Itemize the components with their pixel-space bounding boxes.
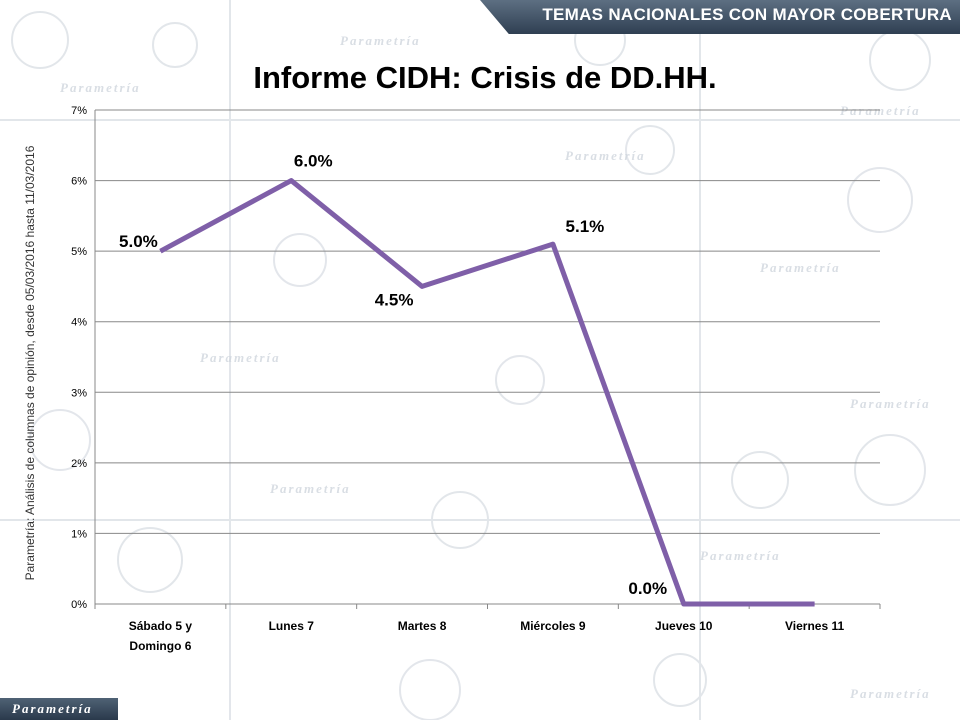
x-category-label: Jueves 10: [655, 619, 713, 633]
y-tick-label: 5%: [71, 246, 87, 258]
data-label: 4.5%: [375, 290, 414, 309]
y-tick-label: 2%: [71, 458, 87, 470]
y-tick-label: 1%: [71, 528, 87, 540]
data-label: 5.1%: [566, 217, 605, 236]
y-tick-label: 7%: [71, 105, 87, 117]
axes: [94, 110, 881, 609]
header-banner: [480, 0, 960, 34]
y-tick-label: 6%: [71, 176, 87, 188]
x-category-label: Sábado 5 y Domingo 6: [129, 619, 193, 653]
data-point: [552, 243, 554, 245]
x-category-labels: Sábado 5 y Domingo 6 Lunes 7 Martes 8 Miérco…: [129, 619, 845, 653]
x-category-label: Viernes 11: [785, 619, 844, 633]
data-point: [290, 180, 292, 182]
grid-lines: [95, 109, 880, 534]
x-category-label: Miércoles 9: [520, 619, 586, 633]
data-point: [683, 603, 685, 605]
y-tick-labels: 0% 1% 2% 3% 4% 5% 6% 7%: [71, 105, 87, 611]
x-category-label: Lunes 7: [269, 619, 315, 633]
x-category-label: Martes 8: [398, 619, 447, 633]
data-point: [421, 285, 423, 287]
banner-title: TEMAS NACIONALES CON MAYOR COBERTURA: [542, 5, 952, 24]
series-line-path: [159, 178, 815, 607]
chart-title: Informe CIDH: Crisis de DD.HH.: [253, 60, 717, 95]
y-tick-label: 4%: [71, 317, 87, 329]
data-labels: 5.0% 6.0% 4.5% 5.1% 0.0%: [119, 152, 667, 598]
parametria-logo: Parametría: [0, 698, 118, 720]
data-point: [159, 250, 161, 252]
data-label: 0.0%: [628, 579, 667, 598]
y-tick-label: 0%: [71, 599, 87, 611]
data-label: 6.0%: [294, 152, 333, 171]
series-line: [159, 178, 816, 607]
data-point: [814, 603, 816, 605]
y-tick-label: 3%: [71, 387, 87, 399]
data-label: 5.0%: [119, 232, 158, 251]
